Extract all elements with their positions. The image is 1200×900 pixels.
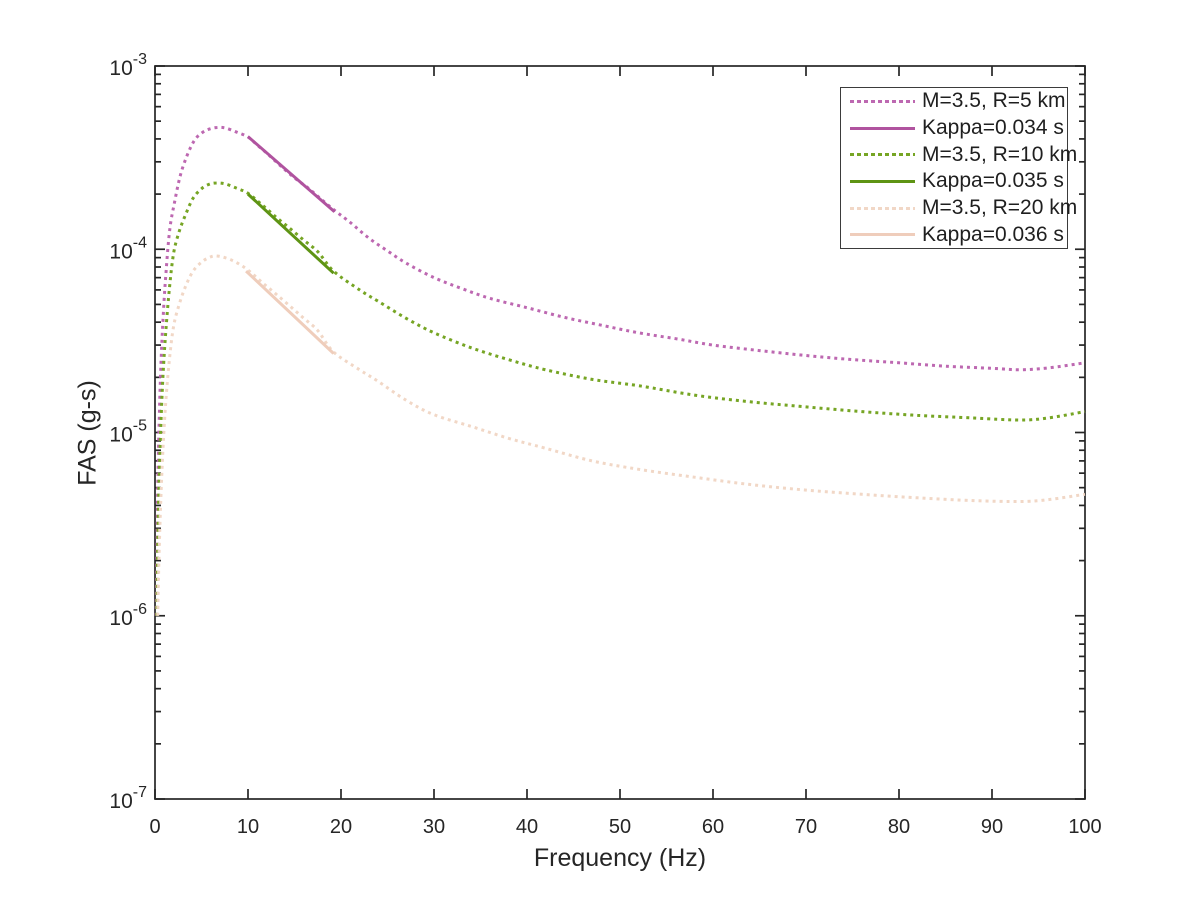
series-kappa-0036	[245, 270, 335, 355]
y-tick-label: 10-6	[109, 601, 147, 630]
series-kappa-0034	[247, 135, 336, 213]
x-tick-label: 10	[237, 816, 259, 838]
y-tick-label: 10-7	[109, 784, 147, 813]
legend-solid-line-sample	[850, 126, 915, 130]
legend-entry: M=3.5, R=5 km	[841, 88, 1067, 115]
x-tick-label: 40	[516, 816, 538, 838]
legend-entry-label: M=3.5, R=5 km	[922, 89, 1066, 113]
legend-entry-label: Kappa=0.035 s	[922, 169, 1064, 193]
y-tick-label: 10-5	[109, 418, 147, 447]
series-group	[154, 125, 1086, 616]
x-tick-label: 20	[330, 816, 352, 838]
x-tick-label: 30	[423, 816, 445, 838]
y-tick-label: 10-3	[109, 51, 147, 80]
x-tick-label: 50	[609, 816, 631, 838]
y-tick-label: 10-4	[109, 234, 147, 263]
legend-entry: Kappa=0.034 s	[841, 115, 1067, 142]
legend-entry: M=3.5, R=20 km	[841, 195, 1077, 222]
series-kappa-0035	[246, 192, 335, 275]
series-m35-r20km	[156, 254, 1086, 616]
legend-solid-line-sample	[850, 179, 915, 183]
legend-dotted-line-sample	[850, 153, 915, 157]
legend-entry: Kappa=0.035 s	[841, 168, 1067, 195]
x-axis-label: Frequency (Hz)	[533, 844, 707, 872]
legend-entry: M=3.5, R=10 km	[841, 141, 1077, 168]
legend-entry-label: Kappa=0.036 s	[922, 222, 1064, 246]
y-axis-label: FAS (g-s)	[73, 380, 102, 486]
legend-dotted-line-sample	[850, 206, 915, 210]
legend-entry: Kappa=0.036 s	[841, 221, 1067, 248]
x-tick-label: 0	[149, 816, 160, 838]
plot-frame	[154, 65, 1086, 800]
x-tick-label: 100	[1068, 816, 1101, 838]
legend-entry-label: M=3.5, R=10 km	[922, 142, 1078, 166]
legend-entry-label: M=3.5, R=20 km	[922, 196, 1078, 220]
x-tick-label: 70	[795, 816, 817, 838]
legend-solid-line-sample	[850, 233, 915, 237]
legend-dotted-line-sample	[850, 99, 915, 103]
legend-entry-label: Kappa=0.034 s	[922, 116, 1064, 139]
x-tick-label: 60	[702, 816, 724, 838]
series-m35-r10km	[155, 181, 1086, 616]
legend: M=3.5, R=5 km Kappa=0.034 s M=3.5, R=10 km…	[840, 87, 1077, 249]
x-tick-label: 80	[888, 816, 910, 838]
x-tick-label: 90	[981, 816, 1003, 838]
